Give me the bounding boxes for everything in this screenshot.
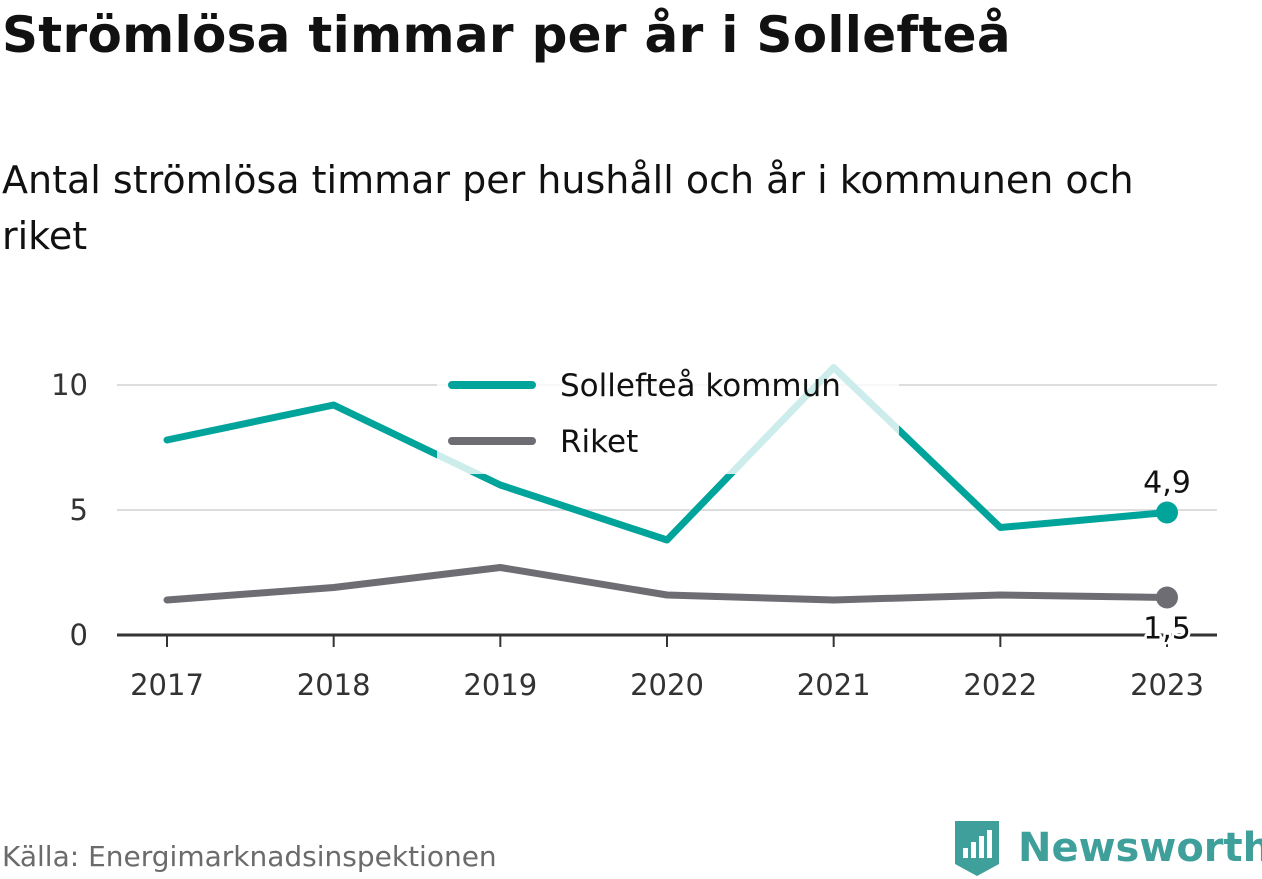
brand-name: Newsworthy [1018,825,1262,871]
chart-title: Strömlösa timmar per år i Sollefteå [2,6,1011,64]
legend-background [437,356,899,474]
line-chart: 0 5 10 2017 2018 2019 2020 2021 2022 2023 Sollef… [51,356,1217,702]
newsworthy-logo-icon [955,821,999,876]
end-marker-solleftea [1156,501,1178,524]
x-tick-label-2017: 2017 [130,668,204,702]
end-label-solleftea: 4,9 [1143,466,1191,501]
x-tick-label-2022: 2022 [963,668,1037,702]
end-label-riket: 1,5 [1143,612,1191,647]
series-lines [163,364,1171,604]
end-marker-riket [1156,586,1178,609]
source-note: Källa: Energimarknadsinspektionen [2,840,497,873]
legend-label-solleftea: Sollefteå kommun [560,368,841,404]
chart-subtitle: Antal strömlösa timmar per hushåll och å… [2,158,1134,258]
x-axis-tick-labels: 2017 2018 2019 2020 2021 2022 2023 [130,668,1204,702]
y-axis-tick-labels: 0 5 10 [51,368,88,652]
x-tick-label-2023: 2023 [1130,668,1204,702]
x-tick-label-2021: 2021 [797,668,871,702]
legend-label-riket: Riket [560,424,638,460]
y-tick-label-10: 10 [51,368,88,402]
brand-logo-block: Newsworthy [952,818,1262,878]
series-line-riket [163,564,1171,604]
x-tick-label-2018: 2018 [297,668,371,702]
x-tick-label-2019: 2019 [463,668,537,702]
y-tick-label-0: 0 [70,618,88,652]
series-end-markers: 4,9 1,5 [1141,463,1194,649]
x-tick-label-2020: 2020 [630,668,704,702]
y-tick-label-5: 5 [70,493,88,527]
legend: Sollefteå kommun Riket [437,356,899,474]
series-line-solleftea [163,364,1171,544]
x-axis [117,633,1217,647]
